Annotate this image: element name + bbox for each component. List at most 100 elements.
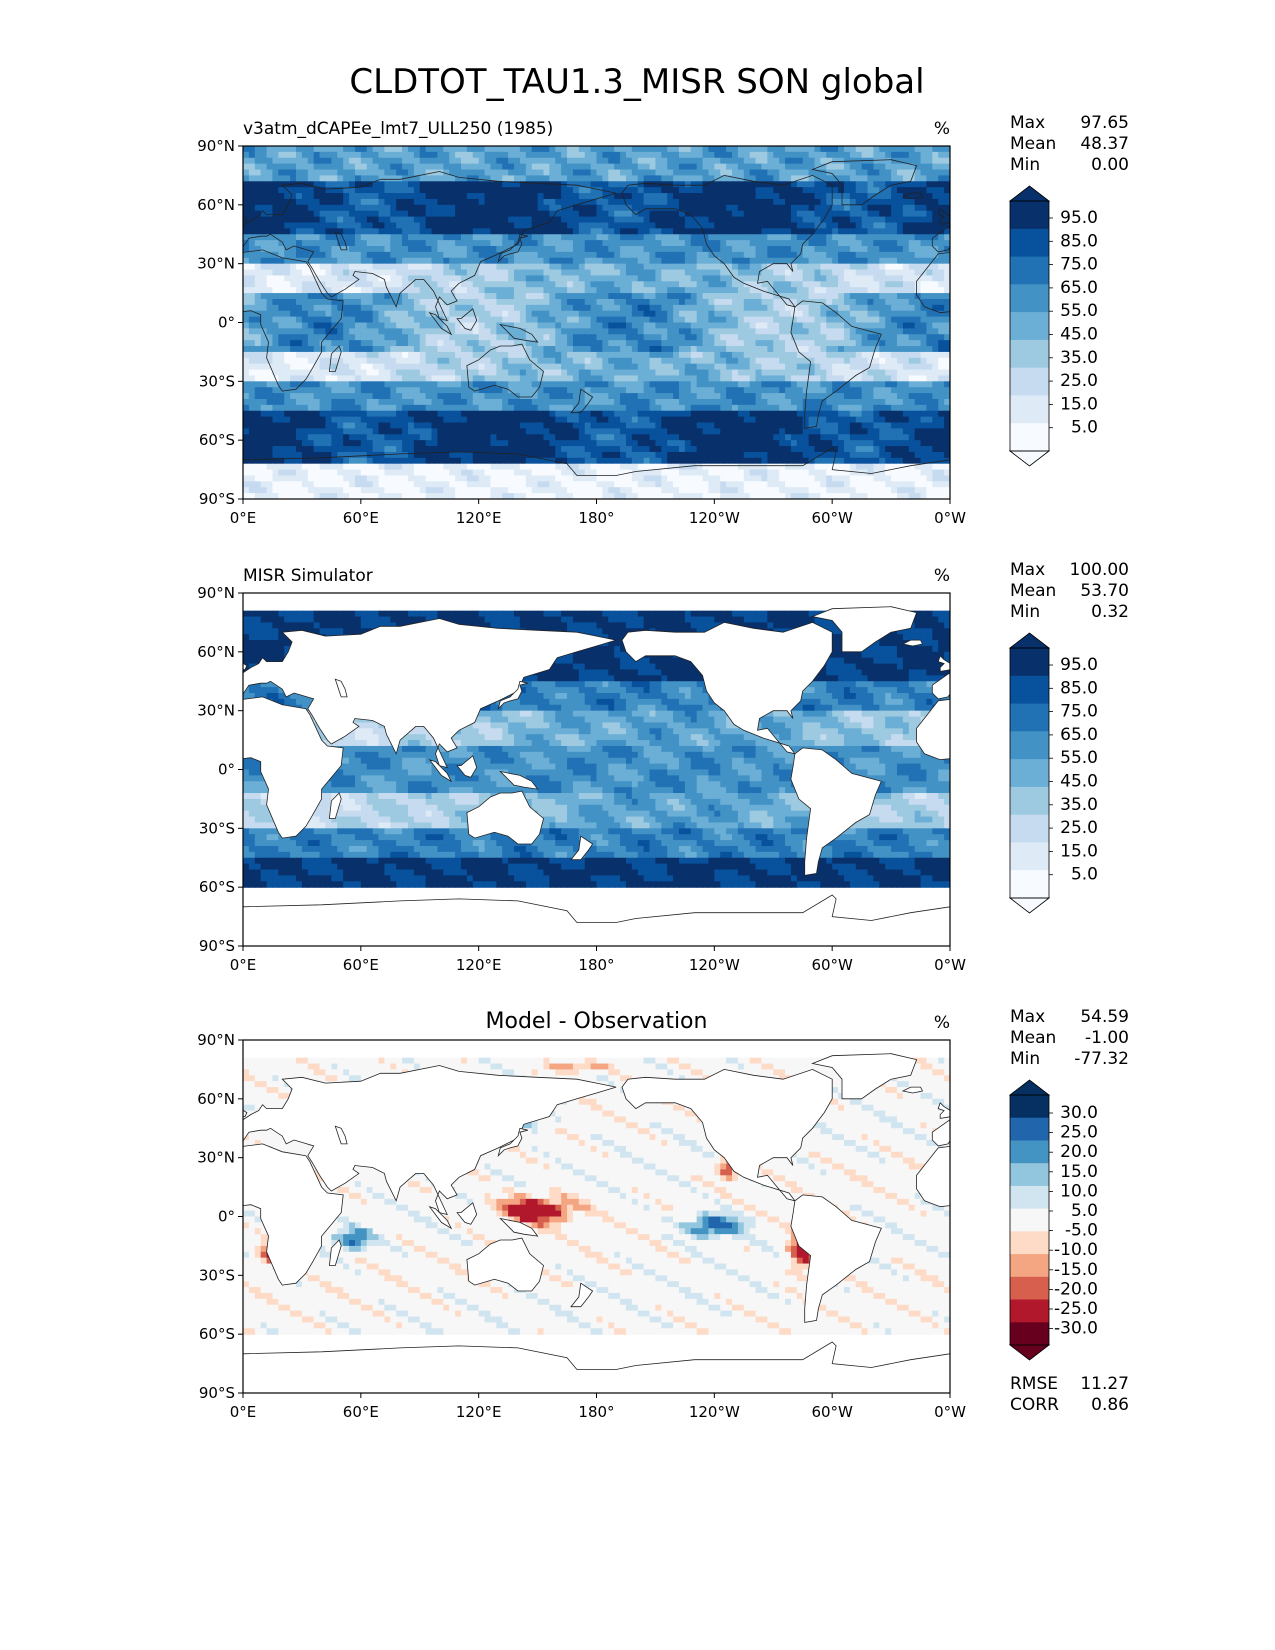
field-cell [531,210,539,218]
field-cell [926,216,933,224]
field-cell [832,210,839,218]
field-cell [720,257,727,265]
field-cell [284,381,291,388]
field-cell [567,193,574,200]
field-cell [354,175,362,182]
field-cell [779,234,786,241]
field-cell [319,222,327,229]
field-cell [802,210,810,218]
field-cell [767,157,774,165]
field-cell [343,369,350,377]
field-cell [814,157,821,165]
field-cell [478,234,486,241]
field-cell [620,281,627,288]
field-cell [732,222,739,229]
field-cell [625,387,633,394]
field-cell [354,304,362,312]
field-cell [908,316,916,324]
field-cell [814,257,821,265]
field-cell [567,187,574,194]
field-cell [678,163,686,171]
field-cell [325,187,332,194]
field-cell [761,251,768,259]
field-cell [773,357,780,365]
field-cell [944,275,950,282]
field-cell [879,363,886,371]
field-cell [260,322,268,329]
field-cell [254,228,262,235]
field-cell [902,193,910,200]
field-cell [590,257,598,265]
field-cell [349,246,356,253]
field-cell [602,346,609,353]
field-cell [944,281,950,288]
field-cell [254,157,262,165]
field-cell [319,369,327,377]
field-cell [620,381,627,388]
field-cell [572,157,580,165]
field-cell [431,269,439,277]
field-cell [578,287,586,294]
field-cell [614,269,621,277]
field-cell [914,351,922,359]
field-cell [413,357,421,365]
field-cell [637,328,645,335]
field-cell [266,340,274,347]
field-cell [266,369,274,377]
field-cell [678,151,686,159]
field-cell [443,228,450,235]
field-cell [460,310,468,318]
field-cell [608,169,615,177]
field-cell [431,151,439,159]
field-cell [514,146,521,153]
field-cell [614,298,621,306]
field-cell [708,193,715,200]
field-cell [832,369,839,377]
field-cell [425,310,433,318]
field-cell [873,204,880,212]
field-cell [372,275,380,282]
field-cell [296,322,303,329]
field-cell [726,381,733,388]
field-cell [896,369,904,377]
field-cell [855,193,863,200]
field-cell [749,375,757,382]
field-cell [402,316,409,324]
field-cell [455,193,462,200]
field-cell [466,210,474,218]
field-cell [567,287,574,294]
field-cell [396,175,403,182]
field-cell [449,175,456,182]
field-cell [702,251,710,259]
field-cell [443,257,450,265]
field-cell [714,157,721,165]
field-cell [743,257,751,265]
field-cell [673,381,680,388]
field-cell [838,169,845,177]
field-cell [596,281,603,288]
field-cell [266,228,274,235]
field-cell [354,387,362,394]
field-cell [655,198,662,206]
field-cell [419,298,427,306]
field-cell [767,304,774,312]
field-cell [555,240,562,247]
field-cell [555,346,562,353]
field-cell [891,169,898,177]
field-cell [737,257,745,265]
field-cell [272,293,279,300]
field-cell [319,375,327,382]
field-cell [690,163,698,171]
field-cell [437,275,444,282]
field-cell [608,322,615,329]
field-cell [761,346,768,353]
field-cell [254,146,262,153]
field-cell [525,387,533,394]
field-cell [926,222,933,229]
field-cell [578,169,586,177]
field-cell [460,181,468,188]
field-cell [667,281,674,288]
field-cell [896,269,904,277]
field-cell [602,304,609,312]
field-cell [643,369,651,377]
